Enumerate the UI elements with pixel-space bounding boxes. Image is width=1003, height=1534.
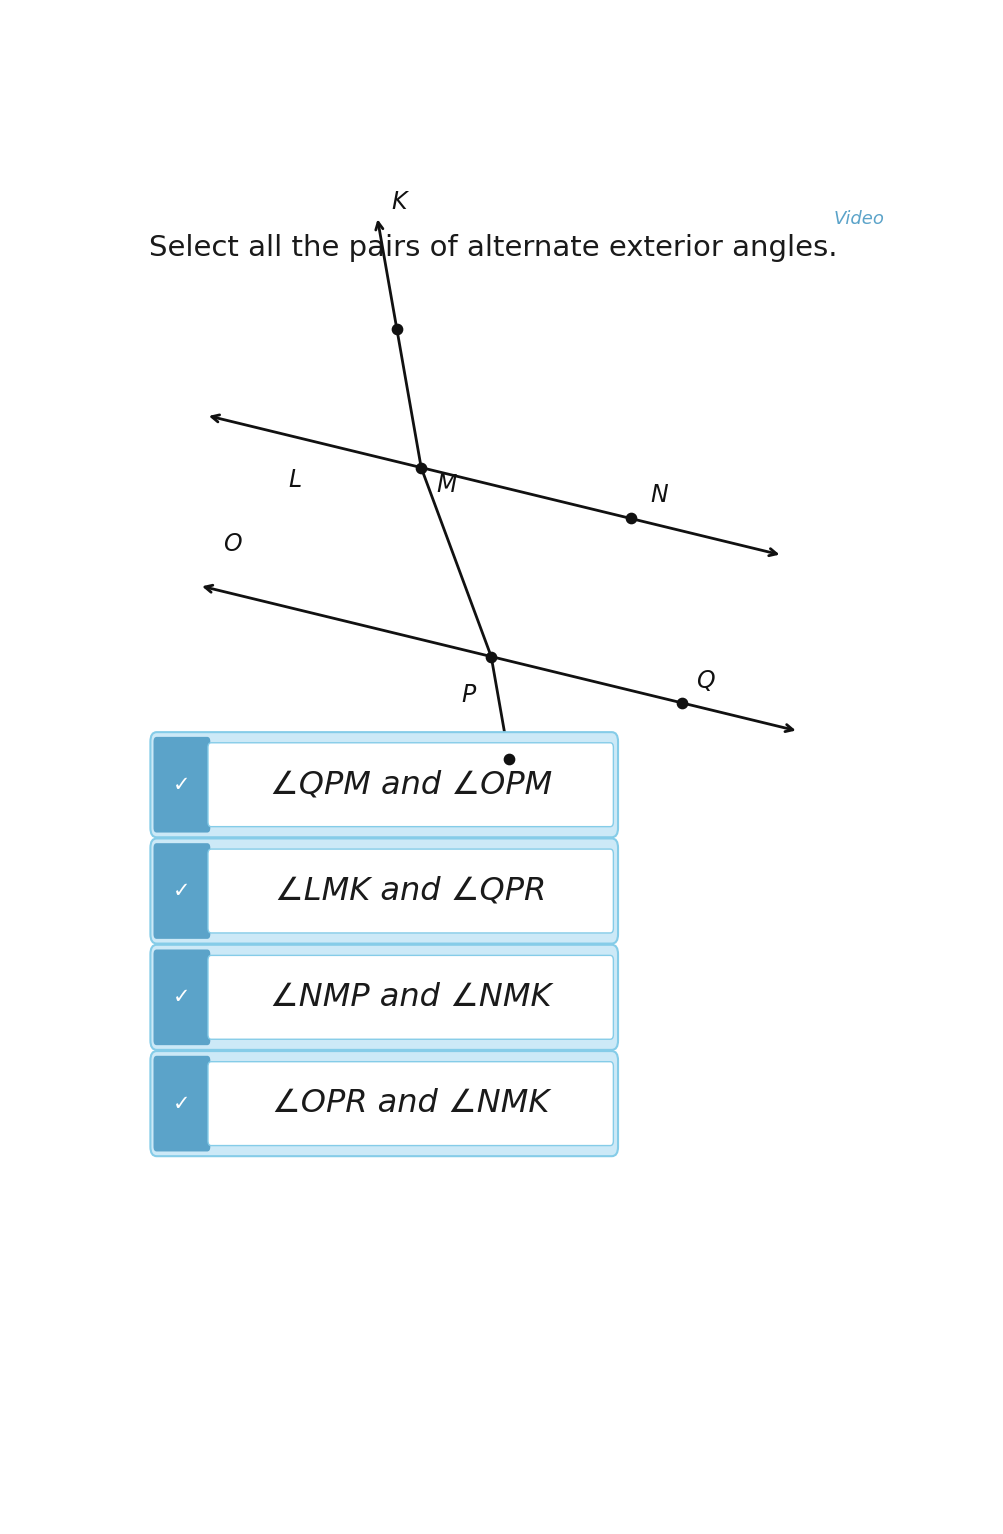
Text: R: R	[536, 868, 553, 891]
Text: ✓: ✓	[173, 881, 191, 900]
Point	[388, 318, 404, 342]
Text: ✓: ✓	[173, 1094, 191, 1114]
Text: K: K	[391, 190, 406, 215]
Point	[673, 690, 689, 715]
FancyBboxPatch shape	[208, 850, 613, 933]
Point	[482, 644, 498, 669]
Text: ∠LMK and ∠QPR: ∠LMK and ∠QPR	[275, 876, 546, 907]
FancyBboxPatch shape	[208, 742, 613, 827]
FancyBboxPatch shape	[150, 732, 618, 838]
Text: ∠NMP and ∠NMK: ∠NMP and ∠NMK	[270, 982, 551, 1012]
Point	[622, 506, 638, 531]
Point	[500, 747, 517, 772]
Text: P: P	[461, 683, 475, 707]
FancyBboxPatch shape	[208, 956, 613, 1039]
FancyBboxPatch shape	[208, 1062, 613, 1146]
Text: O: O	[223, 532, 241, 557]
Text: Select all the pairs of alternate exterior angles.: Select all the pairs of alternate exteri…	[148, 233, 837, 262]
FancyBboxPatch shape	[150, 839, 618, 943]
Text: Video: Video	[832, 210, 884, 229]
FancyBboxPatch shape	[153, 1055, 210, 1152]
Text: L: L	[288, 468, 301, 492]
Text: N: N	[649, 483, 667, 506]
Text: Q: Q	[695, 669, 714, 693]
Text: ✓: ✓	[173, 988, 191, 1008]
FancyBboxPatch shape	[153, 844, 210, 939]
Text: ∠QPM and ∠OPM: ∠QPM and ∠OPM	[269, 769, 552, 801]
FancyBboxPatch shape	[153, 950, 210, 1045]
Text: M: M	[436, 474, 456, 497]
Point	[413, 456, 429, 480]
FancyBboxPatch shape	[153, 736, 210, 833]
Text: ✓: ✓	[173, 775, 191, 795]
FancyBboxPatch shape	[150, 1051, 618, 1157]
FancyBboxPatch shape	[150, 945, 618, 1049]
Text: ∠OPR and ∠NMK: ∠OPR and ∠NMK	[272, 1088, 549, 1120]
